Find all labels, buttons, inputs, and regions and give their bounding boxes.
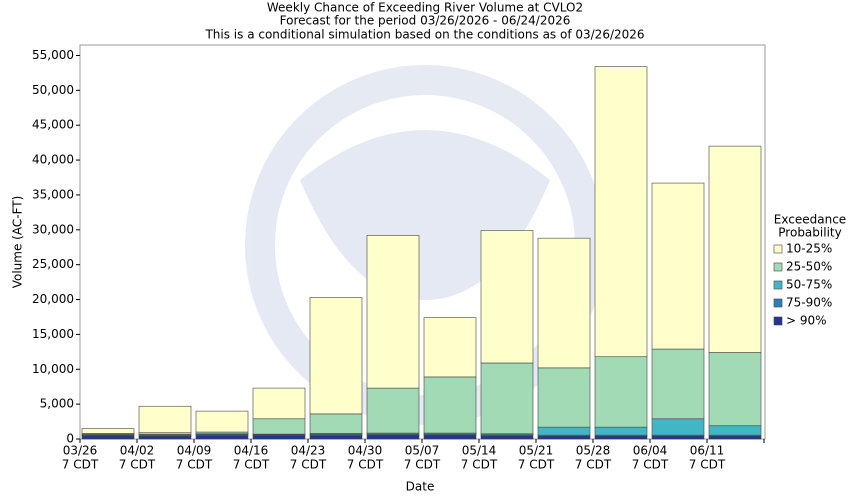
bar-segment: [651, 418, 705, 436]
x-tick-sublabel: 7 CDT: [632, 458, 669, 472]
bar-segment: [366, 235, 420, 389]
bar-segment: [537, 237, 591, 369]
chart-note: This is a conditional simulation based o…: [204, 28, 644, 42]
bar-segment: [537, 367, 591, 428]
y-tick-label: 10,000: [32, 362, 74, 376]
y-tick-label: 50,000: [32, 83, 74, 97]
bar-segment: [651, 182, 705, 350]
y-tick-label: 5,000: [40, 397, 74, 411]
y-tick-label: 25,000: [32, 257, 74, 271]
x-tick-label: 05/07: [405, 444, 440, 458]
chart-title: Weekly Chance of Exceeding River Volume …: [267, 1, 583, 15]
y-tick-label: 55,000: [32, 48, 74, 62]
bar-segment: [708, 145, 762, 353]
bar-segment: [423, 376, 477, 434]
y-tick-label: 20,000: [32, 292, 74, 306]
bar-segment: [537, 435, 591, 440]
x-tick-sublabel: 7 CDT: [347, 458, 384, 472]
x-tick-label: 05/21: [519, 444, 554, 458]
bar-segment: [366, 387, 420, 434]
x-axis-label: Date: [406, 480, 435, 494]
y-tick-label: 45,000: [32, 118, 74, 132]
bar-segment: [480, 435, 534, 440]
bar-segment: [309, 435, 363, 440]
bar-segment: [309, 297, 363, 415]
bar-segment: [195, 410, 249, 433]
y-tick-label: 30,000: [32, 222, 74, 236]
bar-segment: [708, 352, 762, 427]
legend-swatch: [773, 244, 783, 254]
bar-segment: [423, 317, 477, 378]
bar-segment: [81, 428, 135, 434]
legend-swatch: [773, 316, 783, 326]
legend-label: 10-25%: [786, 242, 832, 256]
x-tick-sublabel: 7 CDT: [290, 458, 327, 472]
x-tick-sublabel: 7 CDT: [119, 458, 156, 472]
x-tick-label: 03/26: [63, 444, 98, 458]
bar-segment: [252, 418, 306, 435]
x-tick-label: 05/28: [576, 444, 611, 458]
bar-segment: [480, 362, 534, 435]
bar-segment: [252, 387, 306, 420]
bar-segment: [366, 434, 420, 440]
bar-segment: [651, 435, 705, 440]
y-tick-label: 0: [66, 432, 74, 446]
x-tick-label: 04/09: [177, 444, 212, 458]
y-axis-label: Volume (AC-FT): [11, 196, 25, 289]
bar-segment: [594, 426, 648, 436]
x-tick-label: 06/04: [633, 444, 668, 458]
bar-segment: [81, 435, 135, 440]
x-tick-sublabel: 7 CDT: [233, 458, 270, 472]
legend-swatch: [773, 280, 783, 290]
x-tick-label: 04/30: [348, 444, 383, 458]
x-tick-label: 06/11: [690, 444, 725, 458]
legend-label: 25-50%: [786, 260, 832, 274]
bar-segment: [309, 413, 363, 434]
x-tick-label: 04/16: [234, 444, 269, 458]
x-tick-sublabel: 7 CDT: [689, 458, 726, 472]
x-tick-sublabel: 7 CDT: [575, 458, 612, 472]
bar-segment: [708, 435, 762, 440]
legend-label: > 90%: [786, 314, 827, 328]
x-tick-label: 04/23: [291, 444, 326, 458]
legend-title: Probability: [778, 226, 841, 240]
bar-segment: [138, 405, 192, 434]
x-tick-sublabel: 7 CDT: [404, 458, 441, 472]
x-tick-sublabel: 7 CDT: [176, 458, 213, 472]
bar-segment: [480, 230, 534, 364]
legend-label: 50-75%: [786, 278, 832, 292]
x-tick-label: 04/02: [120, 444, 155, 458]
x-tick-label: 05/14: [462, 444, 497, 458]
x-tick-sublabel: 7 CDT: [518, 458, 555, 472]
bar-segment: [708, 425, 762, 436]
legend-swatch: [773, 262, 783, 272]
bar-segment: [594, 66, 648, 358]
bar-segment: [594, 356, 648, 428]
x-tick-sublabel: 7 CDT: [62, 458, 99, 472]
bar-segment: [252, 435, 306, 440]
bar-segment: [537, 426, 591, 436]
bar-segment: [651, 348, 705, 420]
legend-title: Exceedance: [774, 213, 846, 227]
y-tick-label: 40,000: [32, 153, 74, 167]
bar-segment: [138, 435, 192, 440]
legend-label: 75-90%: [786, 296, 832, 310]
chart-subtitle: Forecast for the period 03/26/2026 - 06/…: [280, 14, 571, 28]
x-tick-sublabel: 7 CDT: [461, 458, 498, 472]
bar-segment: [423, 434, 477, 440]
bar-segment: [594, 435, 648, 440]
y-tick-label: 35,000: [32, 187, 74, 201]
legend-swatch: [773, 298, 783, 308]
bar-segment: [195, 435, 249, 440]
y-tick-label: 15,000: [32, 327, 74, 341]
